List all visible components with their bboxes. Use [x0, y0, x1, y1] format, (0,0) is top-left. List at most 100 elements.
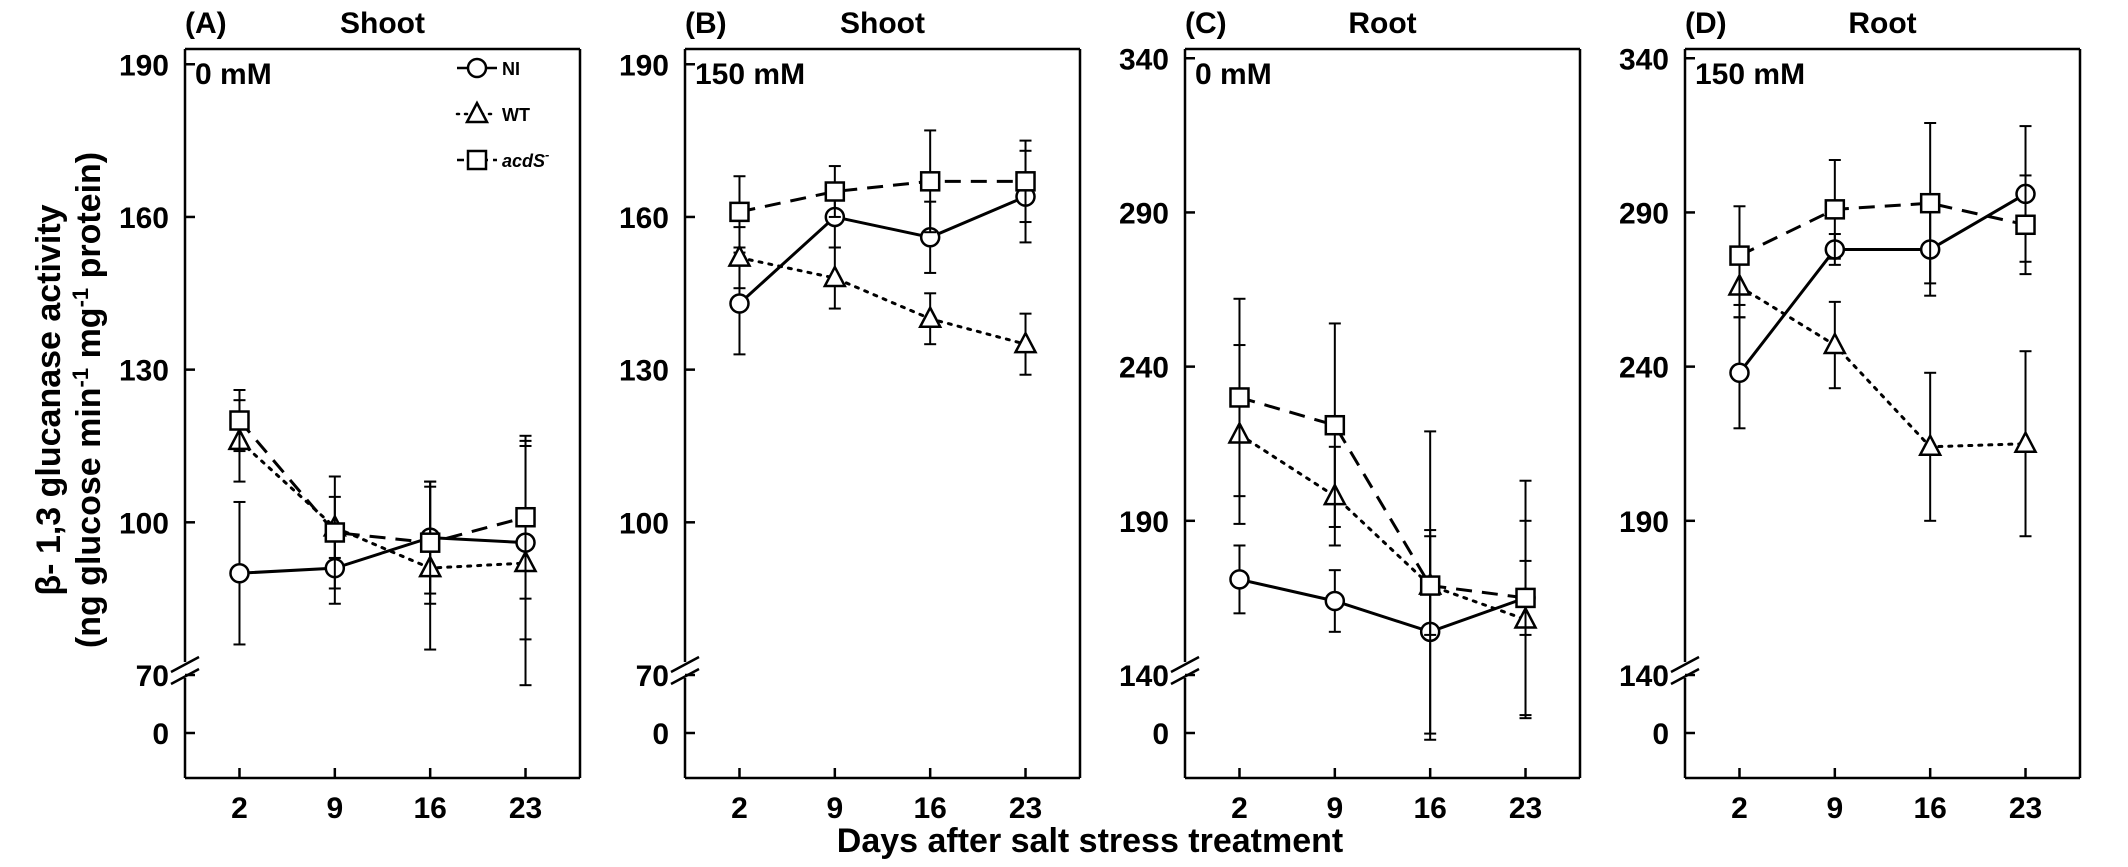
panel-letter: (D) — [1685, 7, 1727, 40]
axis-break-mark — [670, 667, 700, 686]
x-tick-label: 9 — [1326, 792, 1343, 825]
series-line — [1239, 396, 1526, 600]
y-axis-title-line2: (ng glucose min-1 mg-1 protein) — [68, 152, 108, 648]
superscript: -1 — [68, 368, 93, 388]
concentration-label: 0 mM — [195, 58, 272, 91]
series-wt — [1227, 344, 1538, 741]
axis-break-mark — [1170, 667, 1200, 686]
y-tick-label: 0 — [1152, 718, 1169, 751]
y-tick-label: 240 — [1119, 352, 1169, 385]
superscript: -1 — [68, 288, 93, 308]
legend-label: acdS- — [502, 147, 549, 171]
chart-panel: 0 70 100 130 160 190 2 9 16 23 (A) Shoot 0 mM — [119, 7, 582, 825]
y-tick-label: 240 — [1619, 352, 1669, 385]
axis-break-mark — [670, 655, 700, 674]
x-tick-label: 2 — [1731, 792, 1748, 825]
legend-label-text: NI — [502, 59, 520, 79]
x-tick-label: 23 — [1509, 792, 1542, 825]
legend-label: NI — [502, 59, 520, 79]
y-tick-label: 190 — [119, 49, 169, 82]
data-point — [1419, 575, 1441, 596]
y-tick-label: 100 — [119, 507, 169, 540]
x-tick-label: 16 — [1413, 792, 1446, 825]
data-point — [229, 410, 250, 431]
y-tick-label: 160 — [119, 202, 169, 235]
data-point — [324, 522, 346, 543]
y-tick-label: 290 — [1619, 197, 1669, 230]
y-tick-label: 190 — [619, 49, 669, 82]
series-ni — [1729, 125, 2036, 430]
x-axis-title: Days after salt stress treatment — [837, 822, 1343, 860]
series-line — [1237, 432, 1528, 621]
chart-panel: 0 140 190 240 290 340 2 9 16 23 (C) Root 0 mM — [1119, 7, 1582, 825]
panel-title: Shoot — [340, 7, 425, 40]
data-point — [727, 243, 752, 267]
legend: NI WT acdS- — [455, 57, 549, 171]
data-point — [1324, 590, 1346, 612]
series-line — [1738, 192, 2027, 374]
data-point — [1919, 192, 1941, 214]
x-tick-label: 9 — [326, 792, 343, 825]
y-tick-label: 70 — [636, 660, 669, 693]
x-tick-label: 16 — [913, 792, 946, 825]
series-line — [238, 419, 526, 545]
data-point — [229, 562, 250, 584]
y-tick-label: 0 — [652, 718, 669, 751]
x-tick-label: 9 — [826, 792, 843, 825]
y-tick-label: 340 — [1619, 43, 1669, 76]
concentration-label: 150 mM — [695, 58, 805, 91]
y-tick-label: 130 — [619, 355, 669, 388]
data-point — [1824, 199, 1846, 220]
series-wt — [727, 226, 1038, 376]
axis-break-mark — [1670, 655, 1700, 674]
series-acds — [729, 129, 1036, 249]
series-line — [738, 195, 1027, 305]
data-point — [1822, 331, 1847, 355]
x-tick-label: 9 — [1826, 792, 1843, 825]
x-tick-label: 23 — [1009, 792, 1042, 825]
legend-marker — [464, 100, 490, 124]
concentration-label: 150 mM — [1695, 58, 1805, 91]
data-point — [1729, 362, 1750, 384]
data-point — [919, 171, 941, 192]
x-tick-label: 23 — [509, 792, 542, 825]
series-line — [237, 439, 528, 570]
data-point — [824, 181, 846, 202]
x-tick-label: 16 — [413, 792, 446, 825]
y-tick-label: 100 — [619, 507, 669, 540]
panel-title: Root — [1348, 7, 1416, 40]
series-acds — [229, 388, 536, 605]
panel-title: Root — [1848, 7, 1916, 40]
legend-label: WT — [502, 105, 530, 125]
panel-letter: (A) — [185, 7, 227, 40]
y-tick-label: 70 — [136, 660, 169, 693]
x-tick-label: 2 — [231, 792, 248, 825]
series-ni — [1229, 529, 1536, 735]
y-tick-label: 140 — [1119, 660, 1169, 693]
series-line — [1738, 201, 2026, 257]
y-tick-label: 290 — [1119, 197, 1169, 230]
legend-marker — [466, 149, 488, 171]
y-axis-title-line1: β- 1,3 glucanase activity — [30, 204, 68, 595]
y-tick-label: 130 — [119, 355, 169, 388]
y-tick-label: 0 — [1652, 718, 1669, 751]
axis-break-mark — [170, 655, 200, 674]
data-point — [2013, 430, 2038, 453]
series-line — [239, 536, 526, 575]
series-line — [737, 256, 1028, 346]
y-tick-label: 190 — [1119, 506, 1169, 539]
data-point — [2015, 214, 2036, 236]
axis-title-part: (ng glucose min — [70, 387, 108, 648]
chart-panel: 0 70 100 130 160 190 2 9 16 23 (B) Shoot 150 mM — [619, 7, 1082, 825]
data-point — [1015, 171, 1036, 192]
legend-marker — [466, 57, 488, 79]
axis-break-mark — [170, 667, 200, 686]
y-tick-label: 160 — [619, 202, 669, 235]
data-point — [1229, 387, 1250, 408]
series-line — [1239, 577, 1527, 634]
y-tick-label: 140 — [1619, 660, 1669, 693]
panel-title: Shoot — [840, 7, 925, 40]
panel-letter: (B) — [685, 7, 727, 40]
